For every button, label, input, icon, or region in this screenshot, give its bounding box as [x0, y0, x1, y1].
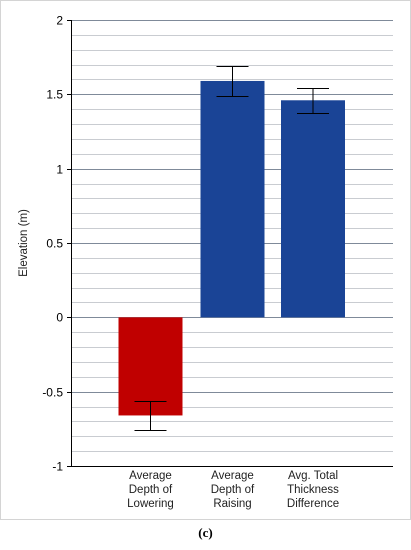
panel-label: (c): [198, 525, 213, 540]
x-category-label: Avg. Total Thickness Difference: [287, 470, 339, 510]
y-tick-label: -0.5: [42, 386, 63, 400]
x-category-label-line: Difference: [287, 498, 339, 510]
x-category-label-line: Avg. Total: [288, 470, 338, 482]
axes: [71, 20, 393, 467]
y-tick-label: 1.5: [46, 88, 63, 102]
y-axis-title: Elevation (m): [18, 209, 30, 277]
y-tick-label: 2: [56, 14, 63, 28]
bar-chart: 2 1.5 1 0.5 0 -0.5 -1 Elevation (m) Average Depth…: [18, 14, 393, 510]
y-tick-label: 1: [56, 163, 63, 177]
y-tick-label: 0.5: [46, 237, 63, 251]
bar: [118, 317, 183, 416]
x-category-label: Average Depth of Raising: [211, 470, 255, 510]
bar: [281, 100, 345, 318]
x-category-label-line: Thickness: [287, 484, 339, 496]
bars: [118, 80, 345, 416]
x-category-label-line: Average: [211, 470, 254, 482]
x-category-labels: Average Depth of Lowering Average Depth of Ra…: [127, 470, 339, 510]
error-bars: [134, 66, 329, 431]
y-tick-label: 0: [56, 311, 63, 325]
x-category-label-line: Lowering: [127, 498, 174, 510]
x-category-label-line: Average: [129, 470, 172, 482]
x-category-label-line: Raising: [213, 498, 251, 510]
bar: [200, 80, 265, 318]
chart-frame: 2 1.5 1 0.5 0 -0.5 -1 Elevation (m) Average Depth…: [0, 0, 411, 520]
y-ticks: 2 1.5 1 0.5 0 -0.5 -1: [42, 14, 71, 474]
y-tick-label: -1: [52, 460, 63, 474]
x-category-label: Average Depth of Lowering: [127, 470, 174, 510]
x-category-label-line: Depth of: [129, 484, 173, 496]
x-category-label-line: Depth of: [211, 484, 255, 496]
